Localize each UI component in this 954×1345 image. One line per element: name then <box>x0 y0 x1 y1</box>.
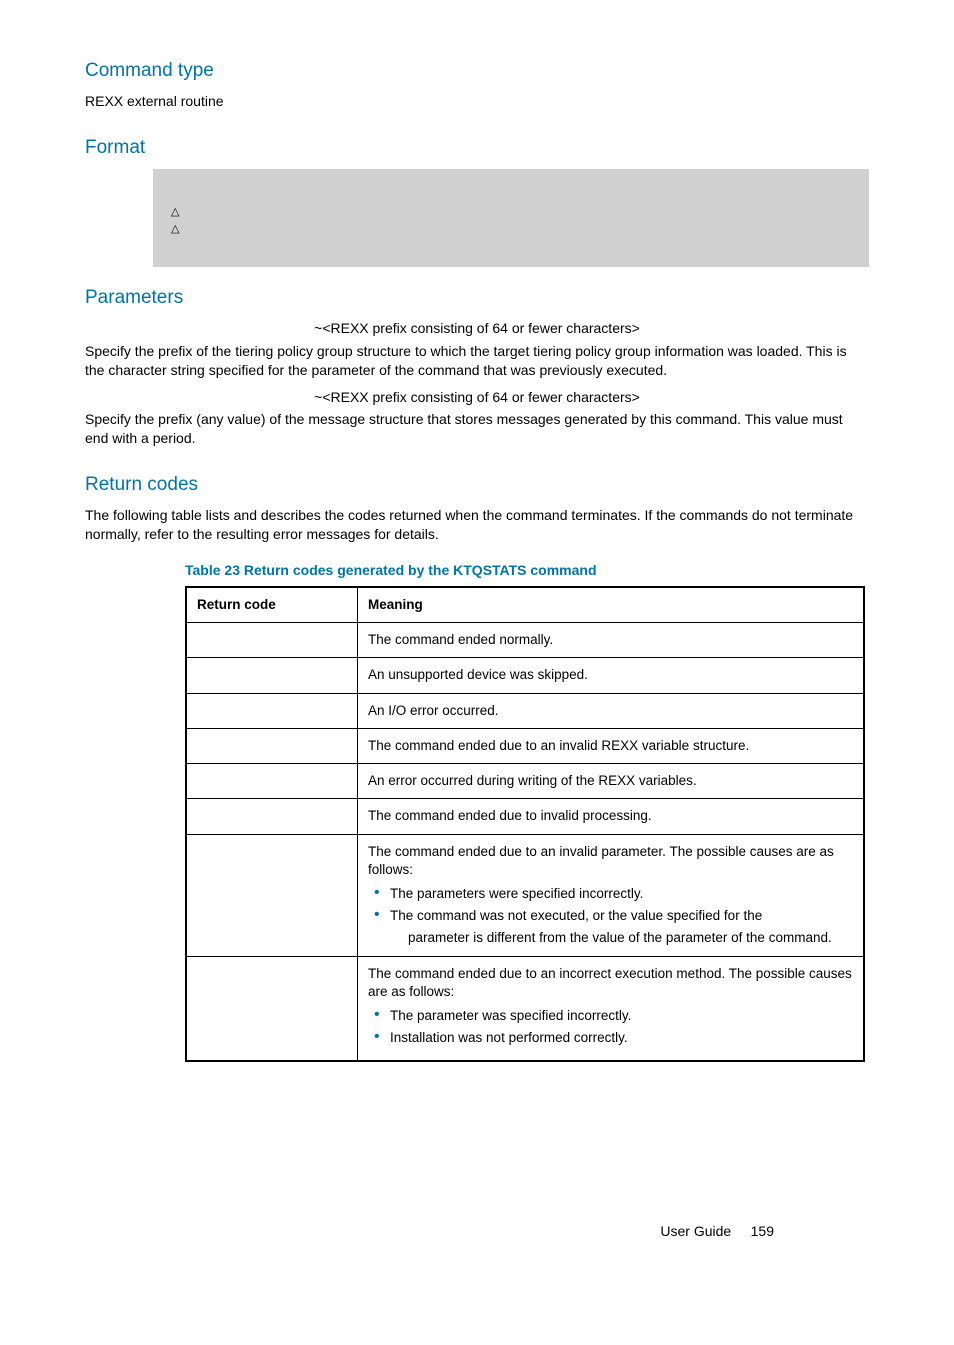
table-header-meaning: Meaning <box>358 587 865 623</box>
table-row: The command ended normally. <box>186 623 864 658</box>
table-row: An error occurred during writing of the … <box>186 764 864 799</box>
footer-page: 159 <box>751 1223 774 1239</box>
command-type-body: REXX external routine <box>85 92 869 111</box>
meaning-cell: The command ended due to invalid process… <box>358 799 865 834</box>
list-item: The parameters were specified incorrectl… <box>368 885 853 903</box>
format-code-block: △ △ <box>153 169 869 267</box>
list-item: The command was not executed, or the val… <box>368 907 853 925</box>
delta-icon: △ <box>171 222 851 235</box>
meaning-cell: An error occurred during writing of the … <box>358 764 865 799</box>
return-code-cell <box>186 834 358 956</box>
table-row: The command ended due to invalid process… <box>186 799 864 834</box>
return-code-cell <box>186 799 358 834</box>
table-row: An I/O error occurred. <box>186 693 864 728</box>
return-codes-intro: The following table lists and describes … <box>85 506 869 544</box>
return-code-cell <box>186 728 358 763</box>
return-code-cell <box>186 764 358 799</box>
meaning-cell: The command ended due to an invalid REXX… <box>358 728 865 763</box>
return-code-cell <box>186 658 358 693</box>
meaning-cell: An unsupported device was skipped. <box>358 658 865 693</box>
table-header-code: Return code <box>186 587 358 623</box>
return-code-cell <box>186 693 358 728</box>
heading-return-codes: Return codes <box>85 474 869 496</box>
return-code-cell <box>186 956 358 1060</box>
table-caption: Table 23 Return codes generated by the K… <box>185 562 869 578</box>
meaning-cell: The command ended due to an invalid para… <box>358 834 865 956</box>
param1-header: ~<REXX prefix consisting of 64 or fewer … <box>85 319 869 338</box>
table-row: The command ended due to an incorrect ex… <box>186 956 864 1060</box>
param1-body: Specify the prefix of the tiering policy… <box>85 342 869 380</box>
table-row: An unsupported device was skipped. <box>186 658 864 693</box>
return-codes-table: Return code Meaning The command ended no… <box>185 586 865 1062</box>
heading-parameters: Parameters <box>85 287 869 309</box>
param2-body: Specify the prefix (any value) of the me… <box>85 410 869 448</box>
param2-header: ~<REXX prefix consisting of 64 or fewer … <box>85 388 869 407</box>
meaning-cell: The command ended due to an incorrect ex… <box>358 956 865 1060</box>
table-row: The command ended due to an invalid REXX… <box>186 728 864 763</box>
heading-format: Format <box>85 137 869 159</box>
list-item: Installation was not performed correctly… <box>368 1029 853 1047</box>
page-footer: User Guide 159 <box>660 1223 774 1239</box>
return-code-cell <box>186 623 358 658</box>
meaning-cell: The command ended normally. <box>358 623 865 658</box>
table-row: The command ended due to an invalid para… <box>186 834 864 956</box>
heading-command-type: Command type <box>85 60 869 82</box>
delta-icon: △ <box>171 205 851 218</box>
list-item: The parameter was specified incorrectly. <box>368 1007 853 1025</box>
footer-label: User Guide <box>660 1223 731 1239</box>
meaning-cell: An I/O error occurred. <box>358 693 865 728</box>
